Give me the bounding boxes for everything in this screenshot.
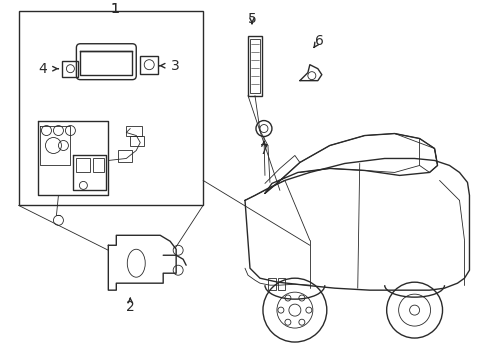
Bar xyxy=(248,36,262,96)
Bar xyxy=(140,56,158,74)
Text: 6: 6 xyxy=(316,34,324,48)
Bar xyxy=(250,39,260,93)
Text: 5: 5 xyxy=(247,12,256,26)
Text: 2: 2 xyxy=(126,300,135,314)
Bar xyxy=(76,158,90,172)
Text: 1: 1 xyxy=(111,2,120,16)
Bar xyxy=(94,158,104,172)
Bar xyxy=(126,126,142,135)
Bar xyxy=(130,135,144,145)
Text: 4: 4 xyxy=(38,62,47,76)
Bar xyxy=(118,150,132,162)
Bar xyxy=(268,278,276,290)
Bar xyxy=(62,61,78,77)
Text: 3: 3 xyxy=(171,59,179,73)
Bar xyxy=(19,11,203,205)
Text: 1: 1 xyxy=(111,2,120,16)
Text: 7: 7 xyxy=(260,144,269,157)
Bar xyxy=(278,278,285,290)
